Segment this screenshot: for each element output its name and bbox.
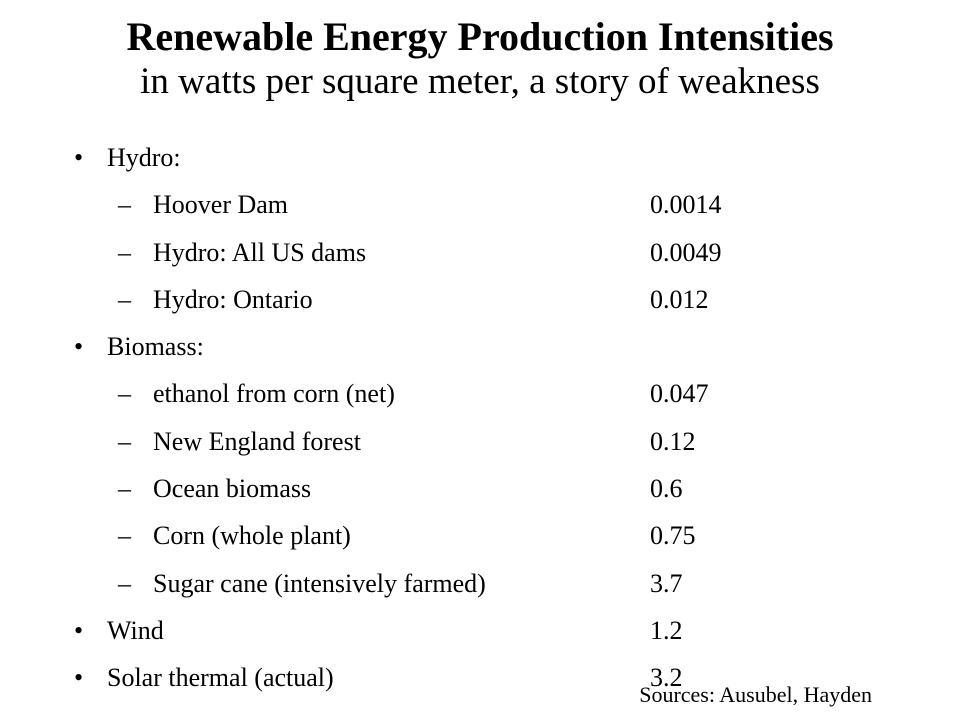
item-label: ethanol from corn (net) [153, 379, 395, 409]
title-block: Renewable Energy Production Intensities … [0, 14, 960, 104]
item-value: 0.012 [650, 284, 709, 314]
list-item-sugar-cane: – Sugar cane (intensively farmed) 3.7 [0, 560, 960, 607]
dash-icon: – [118, 568, 131, 598]
item-value: 0.6 [650, 474, 683, 504]
sources-note: Sources: Ausubel, Hayden [639, 682, 872, 707]
item-label: Hydro: All US dams [153, 237, 367, 267]
slide-title: Renewable Energy Production Intensities [126, 14, 834, 59]
bullet-icon: • [74, 332, 84, 362]
item-value: 0.0014 [650, 190, 722, 220]
item-value: 3.7 [650, 568, 683, 598]
list-item-all-us-dams: – Hydro: All US dams 0.0049 [0, 229, 960, 276]
item-label: Hydro: [107, 143, 181, 172]
bullet-icon: • [74, 143, 84, 172]
dash-icon: – [118, 426, 131, 456]
list-item-hoover-dam: – Hoover Dam 0.0014 [0, 181, 960, 228]
item-label: Corn (whole plant) [153, 521, 351, 551]
bullet-list: • Hydro: – Hoover Dam 0.0014 – Hydro: Al… [0, 134, 960, 702]
item-label: Ocean biomass [153, 474, 312, 504]
dash-icon: – [118, 474, 131, 504]
slide-subtitle: in watts per square meter, a story of we… [140, 61, 820, 102]
dash-icon: – [118, 190, 131, 220]
list-item-ocean-biomass: – Ocean biomass 0.6 [0, 465, 960, 512]
list-item-solar-thermal: • Solar thermal (actual) 3.2 [0, 654, 960, 701]
item-label: Wind [107, 615, 164, 645]
item-value: 1.2 [650, 615, 683, 645]
dash-icon: – [118, 284, 131, 314]
bullet-icon: • [74, 663, 84, 693]
item-value: 0.75 [650, 521, 696, 551]
list-item-wind: • Wind 1.2 [0, 607, 960, 654]
list-item-biomass: • Biomass: [0, 323, 960, 370]
dash-icon: – [118, 379, 131, 409]
item-value: 0.12 [650, 426, 696, 456]
item-value: 0.047 [650, 379, 709, 409]
item-label: Biomass: [107, 332, 204, 362]
list-item-new-england-forest: – New England forest 0.12 [0, 418, 960, 465]
list-item-hydro: • Hydro: [0, 134, 960, 181]
item-label: Solar thermal (actual) [107, 663, 334, 693]
list-item-corn-whole-plant: – Corn (whole plant) 0.75 [0, 512, 960, 559]
item-label: New England forest [153, 426, 361, 456]
dash-icon: – [118, 237, 131, 267]
list-item-ontario: – Hydro: Ontario 0.012 [0, 276, 960, 323]
item-label: Hoover Dam [153, 190, 289, 220]
dash-icon: – [118, 521, 131, 551]
item-label: Hydro: Ontario [153, 284, 313, 314]
bullet-icon: • [74, 615, 84, 645]
item-value: 0.0049 [650, 237, 722, 267]
item-value: 3.2 [650, 663, 683, 693]
item-label: Sugar cane (intensively farmed) [153, 568, 486, 598]
list-item-ethanol-corn: – ethanol from corn (net) 0.047 [0, 370, 960, 417]
